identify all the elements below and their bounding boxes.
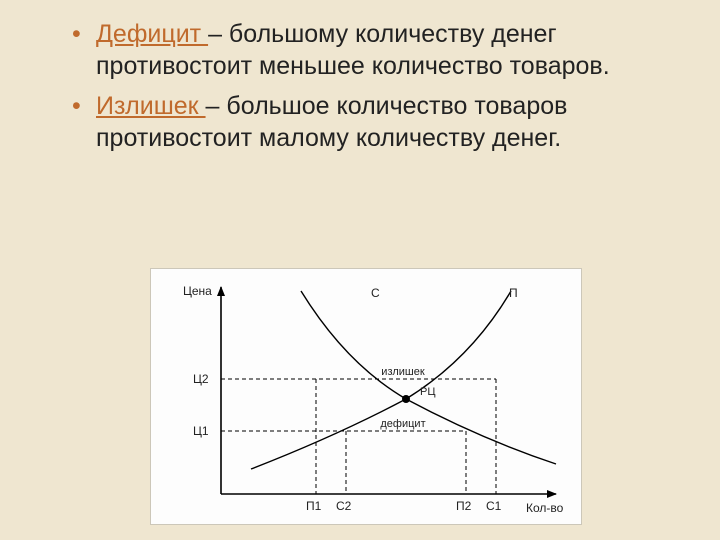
ytick-c2: Ц2 — [193, 372, 209, 386]
demand-label: П — [509, 286, 518, 300]
list-item: Излишек – большое количество товаров про… — [96, 90, 680, 154]
surplus-label: излишек — [381, 366, 425, 378]
x-axis-label: Кол-во — [526, 501, 564, 515]
definition-list: Дефицит – большому количеству денег прот… — [96, 18, 680, 154]
term-deficit: Дефицит — [96, 20, 208, 48]
dash: – — [208, 20, 229, 48]
slide: Дефицит – большому количеству денег прот… — [0, 0, 720, 540]
deficit-label: дефицит — [380, 418, 425, 430]
list-item: Дефицит – большому количеству денег прот… — [96, 18, 680, 82]
dash: – — [206, 92, 227, 120]
supply-label: С — [371, 286, 380, 300]
equilibrium-label: РЦ — [420, 386, 435, 398]
ytick-c1: Ц1 — [193, 424, 209, 438]
xtick-p1: П1 — [306, 499, 322, 513]
supply-demand-chart: Цена Кол-во С П Ц2 Ц1 П1 С2 П2 С1 излишек РЦ дефицит — [150, 268, 582, 525]
xtick-s2: С2 — [336, 499, 352, 513]
term-surplus: Излишек — [96, 92, 206, 120]
xtick-s1: С1 — [486, 499, 502, 513]
y-axis-label: Цена — [183, 284, 212, 298]
xtick-p2: П2 — [456, 499, 472, 513]
